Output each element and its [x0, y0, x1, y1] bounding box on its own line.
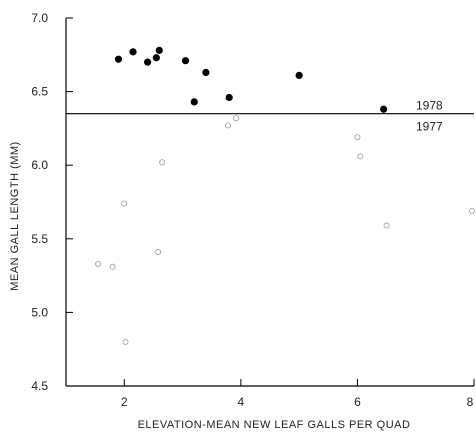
- x-tick-label: 6: [354, 395, 361, 409]
- axes: [65, 18, 474, 387]
- x-axis-title: ELEVATION-MEAN NEW LEAF GALLS PER QUAD: [138, 419, 411, 431]
- point-1977: [357, 153, 364, 160]
- point-1978: [152, 54, 160, 62]
- y-tick-label: 5.0: [31, 305, 48, 319]
- point-1977: [383, 222, 390, 229]
- point-1977: [121, 200, 128, 207]
- point-1977: [233, 115, 240, 122]
- x-tick-label: 2: [121, 395, 128, 409]
- x-axis-ticks: 2 4 6 8: [121, 379, 475, 409]
- divider-label-1978: 1978: [416, 99, 443, 113]
- point-1978: [155, 46, 163, 54]
- data-points: [95, 46, 475, 345]
- y-tick-label: 5.5: [31, 232, 48, 246]
- y-tick-label: 6.5: [31, 85, 48, 99]
- point-1978: [225, 93, 233, 102]
- y-tick-label: 6.0: [31, 158, 48, 172]
- y-tick-label: 7.0: [31, 11, 48, 25]
- point-1977: [468, 207, 475, 214]
- point-1978: [144, 58, 152, 66]
- y-axis-ticks: 4.5 5.0 5.5 6.0 6.5 7.0: [31, 11, 73, 393]
- point-1978: [114, 55, 123, 63]
- point-1977: [354, 134, 361, 141]
- point-1977: [109, 263, 116, 270]
- y-axis-title: MEAN GALL LENGTH (MM): [9, 141, 21, 290]
- x-tick-label: 8: [467, 395, 474, 409]
- point-1977: [95, 260, 102, 267]
- point-1977: [225, 122, 232, 129]
- point-1978: [181, 57, 190, 65]
- point-1977: [122, 338, 129, 345]
- point-1978: [202, 68, 210, 77]
- point-1978: [295, 71, 303, 80]
- point-1978: [380, 105, 388, 113]
- divider-label-1977: 1977: [416, 120, 443, 134]
- y-tick-label: 4.5: [31, 379, 48, 393]
- point-1977: [159, 159, 166, 166]
- point-1978: [190, 98, 198, 106]
- point-1977: [155, 249, 162, 256]
- point-1978: [129, 48, 137, 56]
- x-tick-label: 4: [238, 395, 245, 409]
